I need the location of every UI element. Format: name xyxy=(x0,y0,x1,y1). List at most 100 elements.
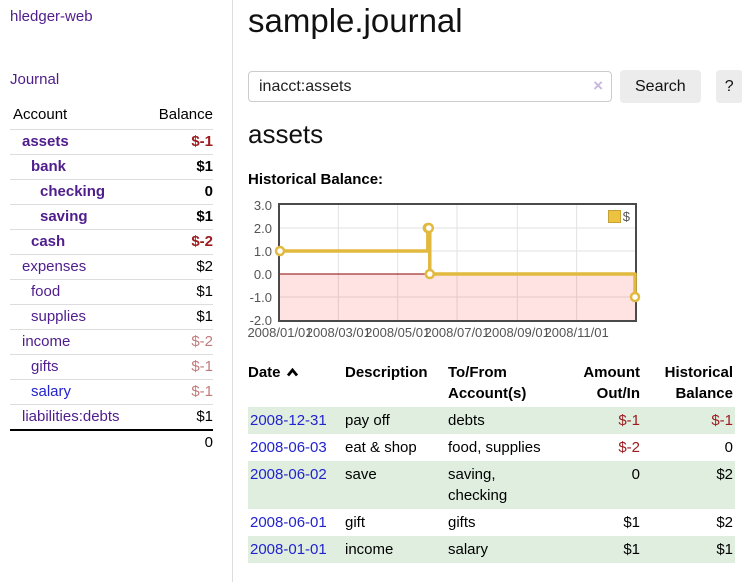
account-row: bank $1 xyxy=(10,154,213,180)
transaction-amount: $1 xyxy=(560,536,642,563)
transaction-date-link[interactable]: 2008-06-01 xyxy=(250,514,327,531)
account-row: assets $-1 xyxy=(10,129,213,155)
transaction-balance: 0 xyxy=(724,439,733,456)
transaction-amount: 0 xyxy=(560,461,642,509)
register-header-accounts: To/From Account(s) xyxy=(448,364,527,402)
accounts-header-account: Account xyxy=(13,106,68,123)
x-axis-tick-label: 2008/11/01 xyxy=(544,325,609,340)
chart-legend: $ xyxy=(607,209,630,224)
y-axis-tick-label: -1.0 xyxy=(249,290,272,305)
transaction-accounts: saving, checking xyxy=(448,461,560,509)
register-row[interactable]: 2008-06-01 gift gifts $1 $2 xyxy=(248,509,735,536)
account-row: liabilities:debts $1 xyxy=(10,404,213,430)
transaction-accounts: food, supplies xyxy=(448,439,541,456)
register-header-amount: Amount Out/In xyxy=(583,364,640,402)
account-link-income[interactable]: income xyxy=(22,333,71,350)
search-box: × xyxy=(248,71,612,102)
transaction-amount: $-2 xyxy=(618,439,640,456)
account-balance: $-2 xyxy=(150,229,213,255)
account-balance: $1 xyxy=(150,404,213,430)
transaction-accounts: debts xyxy=(448,407,560,434)
chart-plot-area: $ xyxy=(274,203,641,322)
account-link-gifts[interactable]: gifts xyxy=(31,358,59,375)
sidebar-item-journal[interactable]: Journal xyxy=(10,71,60,88)
search-button[interactable]: Search xyxy=(620,70,701,103)
x-axis-tick-label: 2008/01/01 xyxy=(247,325,313,340)
account-link-food[interactable]: food xyxy=(31,283,61,300)
account-link-bank[interactable]: bank xyxy=(31,158,67,175)
account-balance: $-1 xyxy=(150,129,213,155)
accounts-header-row: Account Balance xyxy=(10,103,213,130)
register-row[interactable]: 2008-12-31 pay off debts $-1 $-1 xyxy=(248,407,735,434)
transaction-description: income xyxy=(345,536,448,563)
accounts-total-row: 0 xyxy=(10,429,213,455)
account-row: checking 0 xyxy=(10,179,213,205)
transaction-accounts: salary xyxy=(448,536,560,563)
historical-balance-chart: $ 3.0 2.0 1.0 0.0 -1.0 -2.0 2008/01/01 2008/03/… xyxy=(247,198,728,348)
account-row: gifts $-1 xyxy=(10,354,213,380)
app-title-link[interactable]: hledger-web xyxy=(10,8,93,25)
account-balance: $1 xyxy=(150,154,213,180)
transaction-date-link[interactable]: 2008-12-31 xyxy=(250,412,327,429)
transaction-date-link[interactable]: 2008-01-01 xyxy=(250,541,327,558)
help-button[interactable]: ? xyxy=(715,70,742,103)
clear-search-icon[interactable]: × xyxy=(593,76,603,95)
search-input[interactable] xyxy=(248,71,612,102)
account-row: cash $-2 xyxy=(10,229,213,255)
account-link-cash[interactable]: cash xyxy=(31,233,66,250)
transaction-description: gift xyxy=(345,514,366,531)
transaction-balance: $1 xyxy=(642,536,735,563)
transaction-amount: $1 xyxy=(623,514,640,531)
account-link-supplies[interactable]: supplies xyxy=(31,308,87,325)
page-title: sample.journal xyxy=(248,2,463,39)
main-content: sample.journal × Search ? assets Histori… xyxy=(234,0,742,582)
transaction-balance: $2 xyxy=(642,461,735,509)
register-row[interactable]: 2008-06-02 save saving, checking 0 $2 xyxy=(248,461,735,509)
account-balance: 0 xyxy=(150,179,213,205)
register-table: Date Description To/From Account(s) Amou… xyxy=(248,360,735,563)
account-balance: $2 xyxy=(150,254,213,280)
register-header-date[interactable]: Date xyxy=(248,360,345,407)
account-row: income $-2 xyxy=(10,329,213,355)
transaction-balance: $-1 xyxy=(642,407,735,434)
transaction-accounts: gifts xyxy=(448,514,476,531)
accounts-table: Account Balance assets $-1 bank $1 check… xyxy=(10,103,213,455)
register-row[interactable]: 2008-01-01 income salary $1 $1 xyxy=(248,536,735,563)
register-row[interactable]: 2008-06-03 eat & shop food, supplies $-2… xyxy=(248,434,735,461)
search-form: × Search ? xyxy=(248,70,742,103)
sidebar: hledger-web Journal Account Balance asse… xyxy=(0,0,233,582)
register-header-description: Description xyxy=(345,364,428,381)
account-balance: $-2 xyxy=(150,329,213,355)
x-axis-tick-label: 2008/09/01 xyxy=(484,325,550,340)
account-link-checking[interactable]: checking xyxy=(40,183,106,200)
transaction-description: eat & shop xyxy=(345,439,417,456)
account-balance: $1 xyxy=(150,204,213,230)
account-balance: $1 xyxy=(150,304,213,330)
account-row: food $1 xyxy=(10,279,213,305)
legend-label: $ xyxy=(622,209,630,224)
x-axis-tick-label: 2008/05/01 xyxy=(365,325,431,340)
account-link-liabilities-debts[interactable]: liabilities:debts xyxy=(22,408,120,425)
account-heading: assets xyxy=(248,119,324,149)
chart-title: Historical Balance: xyxy=(248,171,384,188)
account-row: saving $1 xyxy=(10,204,213,230)
transaction-description: pay off xyxy=(345,407,448,434)
register-header-row: Date Description To/From Account(s) Amou… xyxy=(248,360,735,407)
account-link-salary[interactable]: salary xyxy=(31,383,72,400)
transaction-balance: $2 xyxy=(716,514,733,531)
transaction-date-link[interactable]: 2008-06-02 xyxy=(250,466,327,483)
register-header-balance: Historical Balance xyxy=(664,364,733,402)
y-axis-tick-label: 3.0 xyxy=(253,198,272,213)
chart-canvas xyxy=(274,205,641,320)
account-row: supplies $1 xyxy=(10,304,213,330)
account-link-expenses[interactable]: expenses xyxy=(22,258,87,275)
account-link-saving[interactable]: saving xyxy=(40,208,88,225)
account-link-assets[interactable]: assets xyxy=(22,133,69,150)
x-axis-tick-label: 2008/07/01 xyxy=(424,325,490,340)
transaction-date-link[interactable]: 2008-06-03 xyxy=(250,439,327,456)
transaction-amount: $-1 xyxy=(560,407,642,434)
account-balance: $-1 xyxy=(150,354,213,380)
series-swatch-icon xyxy=(607,210,621,223)
sort-ascending-icon xyxy=(286,362,299,383)
account-row: expenses $2 xyxy=(10,254,213,280)
